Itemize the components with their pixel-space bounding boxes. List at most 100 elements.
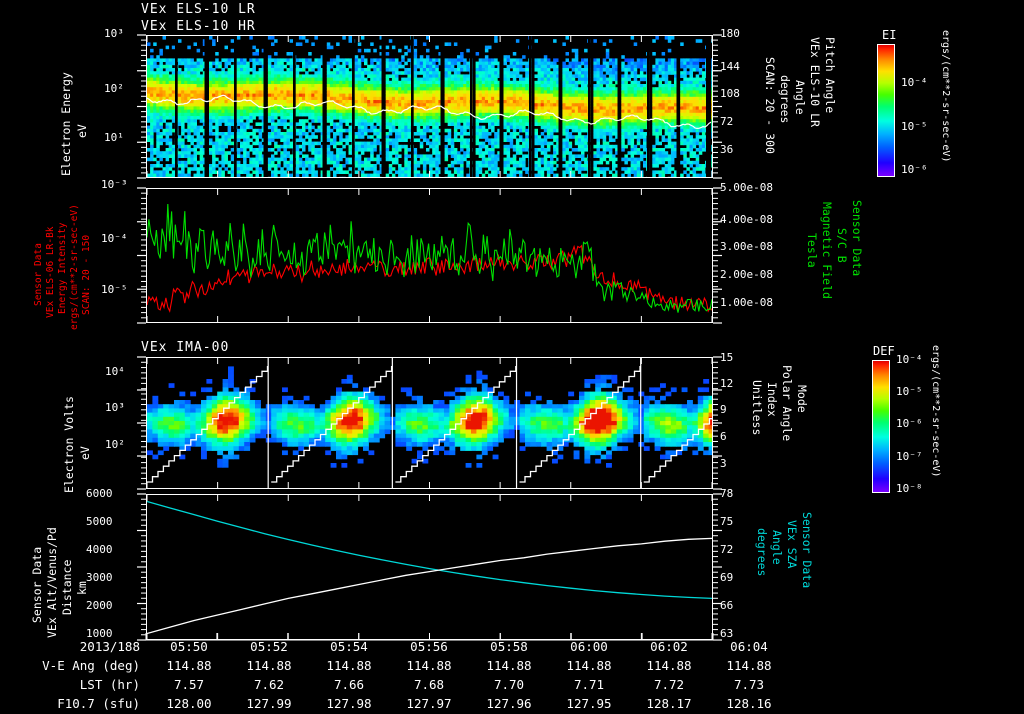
panel1-left-tick-1: 10² [104, 82, 124, 95]
f107-cell-6: 128.17 [630, 695, 708, 712]
panel2-left-label-line2: VEx ELS-06 LR-Bk [45, 198, 56, 318]
panel1-left-tick-2: 10¹ [104, 131, 124, 144]
time-axis-table: 2013/188 05:50 05:52 05:54 05:56 05:58 0… [18, 636, 790, 714]
f107-cell-3: 127.97 [390, 695, 468, 712]
colorbar1-gradient [877, 44, 895, 177]
panel1-left-axis-label-line2: eV [75, 98, 89, 138]
panel1-title-line2: VEx ELS-10 HR [141, 19, 256, 34]
panel1-right-label-line2: VEx ELS-10 LR [808, 37, 822, 167]
panel3-left-label-line2: eV [78, 420, 92, 460]
panel4-left-label-line3: Distance [60, 530, 74, 615]
lst-cell-0: 7.57 [150, 676, 228, 693]
colorbar2-tick-3: 10⁻⁷ [896, 450, 923, 463]
lst-cell-3: 7.68 [390, 676, 468, 693]
table-row-date: 2013/188 05:50 05:52 05:54 05:56 05:58 0… [20, 638, 788, 655]
panel3-plot-area[interactable] [146, 357, 713, 489]
panel2-right-label-line4: Tesla [805, 233, 819, 288]
panel3-right-tick-3: 6 [720, 430, 727, 443]
panel2-plot-area[interactable] [146, 188, 713, 323]
table-row-ve-ang: V-E Ang (deg) 114.88 114.88 114.88 114.8… [20, 657, 788, 674]
panel1-right-tick-0: 180 [720, 27, 740, 40]
panel2-left-tick-1: 10⁻⁴ [101, 232, 128, 245]
panel1-left-tick-0: 10³ [104, 27, 124, 40]
lst-cell-1: 7.62 [230, 676, 308, 693]
panel2-right-label-line1: Sensor Data [850, 200, 864, 310]
panel4-plot-area[interactable] [146, 494, 713, 640]
ve-ang-cell-7: 114.88 [710, 657, 788, 674]
panel1-right-label-line5: SCAN: 20 - 300 [763, 57, 777, 167]
panel1-left-axis-label-line1: Electron Energy [59, 46, 73, 176]
panel3-right-label-line2: Polar Angle [780, 365, 794, 465]
panel2-right-tick-1: 4.00e-08 [720, 213, 773, 226]
panel3-left-tick-1: 10³ [105, 401, 125, 414]
row-label-date: 2013/188 [20, 638, 148, 655]
panel3-right-tick-0: 15 [720, 351, 733, 364]
colorbar2-tick-2: 10⁻⁶ [896, 417, 923, 430]
panel4-right-label-line1: Sensor Data [800, 512, 814, 622]
f107-cell-7: 128.16 [710, 695, 788, 712]
ve-ang-cell-1: 114.88 [230, 657, 308, 674]
colorbar2-tick-1: 10⁻⁵ [896, 385, 923, 398]
panel4-left-label-line1: Sensor Data [30, 523, 44, 623]
lst-cell-7: 7.73 [710, 676, 788, 693]
panel3-right-tick-4: 3 [720, 457, 727, 470]
panel2-left-label-line3: Energy Intensity [57, 202, 68, 314]
panel1-right-tick-4: 36 [720, 143, 733, 156]
ve-ang-cell-2: 114.88 [310, 657, 388, 674]
panel1-right-tick-1: 144 [720, 60, 740, 73]
time-cell-2: 05:54 [310, 638, 388, 655]
colorbar2-tick-4: 10⁻⁸ [896, 482, 923, 495]
time-cell-1: 05:52 [230, 638, 308, 655]
colorbar1-title: EI [882, 28, 896, 42]
panel2-right-tick-3: 2.00e-08 [720, 268, 773, 281]
ve-ang-cell-5: 114.88 [550, 657, 628, 674]
lst-cell-4: 7.70 [470, 676, 548, 693]
colorbar2-unit: ergs/(cm**2-sr-sec-eV) [930, 345, 941, 497]
table-row-lst: LST (hr) 7.57 7.62 7.66 7.68 7.70 7.71 7… [20, 676, 788, 693]
panel2-right-tick-0: 5.00e-08 [720, 181, 773, 194]
panel1-right-label-line3: Angle [793, 80, 807, 160]
panel4-right-tick-2: 72 [720, 543, 733, 556]
colorbar2-title: DEF [873, 344, 895, 358]
panel1-right-tick-2: 108 [720, 87, 740, 100]
panel1-right-label-line4: degrees [778, 75, 792, 155]
panel4-right-tick-4: 66 [720, 599, 733, 612]
panel2-left-tick-2: 10⁻⁵ [101, 283, 128, 296]
time-cell-7: 06:04 [710, 638, 788, 655]
panel3-right-label-line4: Unitless [750, 380, 764, 455]
lst-cell-6: 7.72 [630, 676, 708, 693]
panel4-right-label-line2: VEx SZA [785, 520, 799, 615]
colorbar2-tick-0: 10⁻⁴ [896, 353, 923, 366]
panel3-left-tick-0: 10⁴ [105, 365, 125, 378]
panel4-left-tick-4: 2000 [86, 599, 113, 612]
panel2-right-label-line2: S/C B [835, 228, 849, 288]
panel4-right-tick-3: 69 [720, 571, 733, 584]
time-cell-6: 06:02 [630, 638, 708, 655]
panel2-left-label-line4: ergs/(cm**2-sr-sec-eV) [69, 190, 80, 330]
row-label-ve-ang: V-E Ang (deg) [20, 657, 148, 674]
panel2-left-label-line1: Sensor Data [33, 206, 44, 306]
panel3-spectrogram [147, 358, 712, 488]
f107-cell-2: 127.98 [310, 695, 388, 712]
panel2-right-tick-4: 1.00e-08 [720, 296, 773, 309]
row-label-f107: F10.7 (sfu) [20, 695, 148, 712]
panel2-right-label-line3: Magnetic Field [820, 202, 834, 312]
panel2-lines [147, 189, 712, 322]
colorbar1-tick-2: 10⁻⁶ [901, 163, 928, 176]
f107-cell-0: 128.00 [150, 695, 228, 712]
panel4-right-label-line3: Angle [770, 530, 784, 590]
panel3-right-tick-1: 12 [720, 377, 733, 390]
time-cell-0: 05:50 [150, 638, 228, 655]
panel4-left-tick-2: 4000 [86, 543, 113, 556]
panel3-right-label-line3: Index [765, 382, 779, 442]
time-cell-4: 05:58 [470, 638, 548, 655]
panel1-plot-area[interactable] [146, 35, 713, 178]
panel1-title-line1: VEx ELS-10 LR [141, 2, 256, 17]
panel2-left-tick-0: 10⁻³ [101, 178, 128, 191]
panel3-right-tick-2: 9 [720, 403, 727, 416]
ve-ang-cell-0: 114.88 [150, 657, 228, 674]
panel4-left-tick-0: 6000 [86, 487, 113, 500]
panel1-spectrogram [147, 36, 712, 177]
row-label-lst: LST (hr) [20, 676, 148, 693]
